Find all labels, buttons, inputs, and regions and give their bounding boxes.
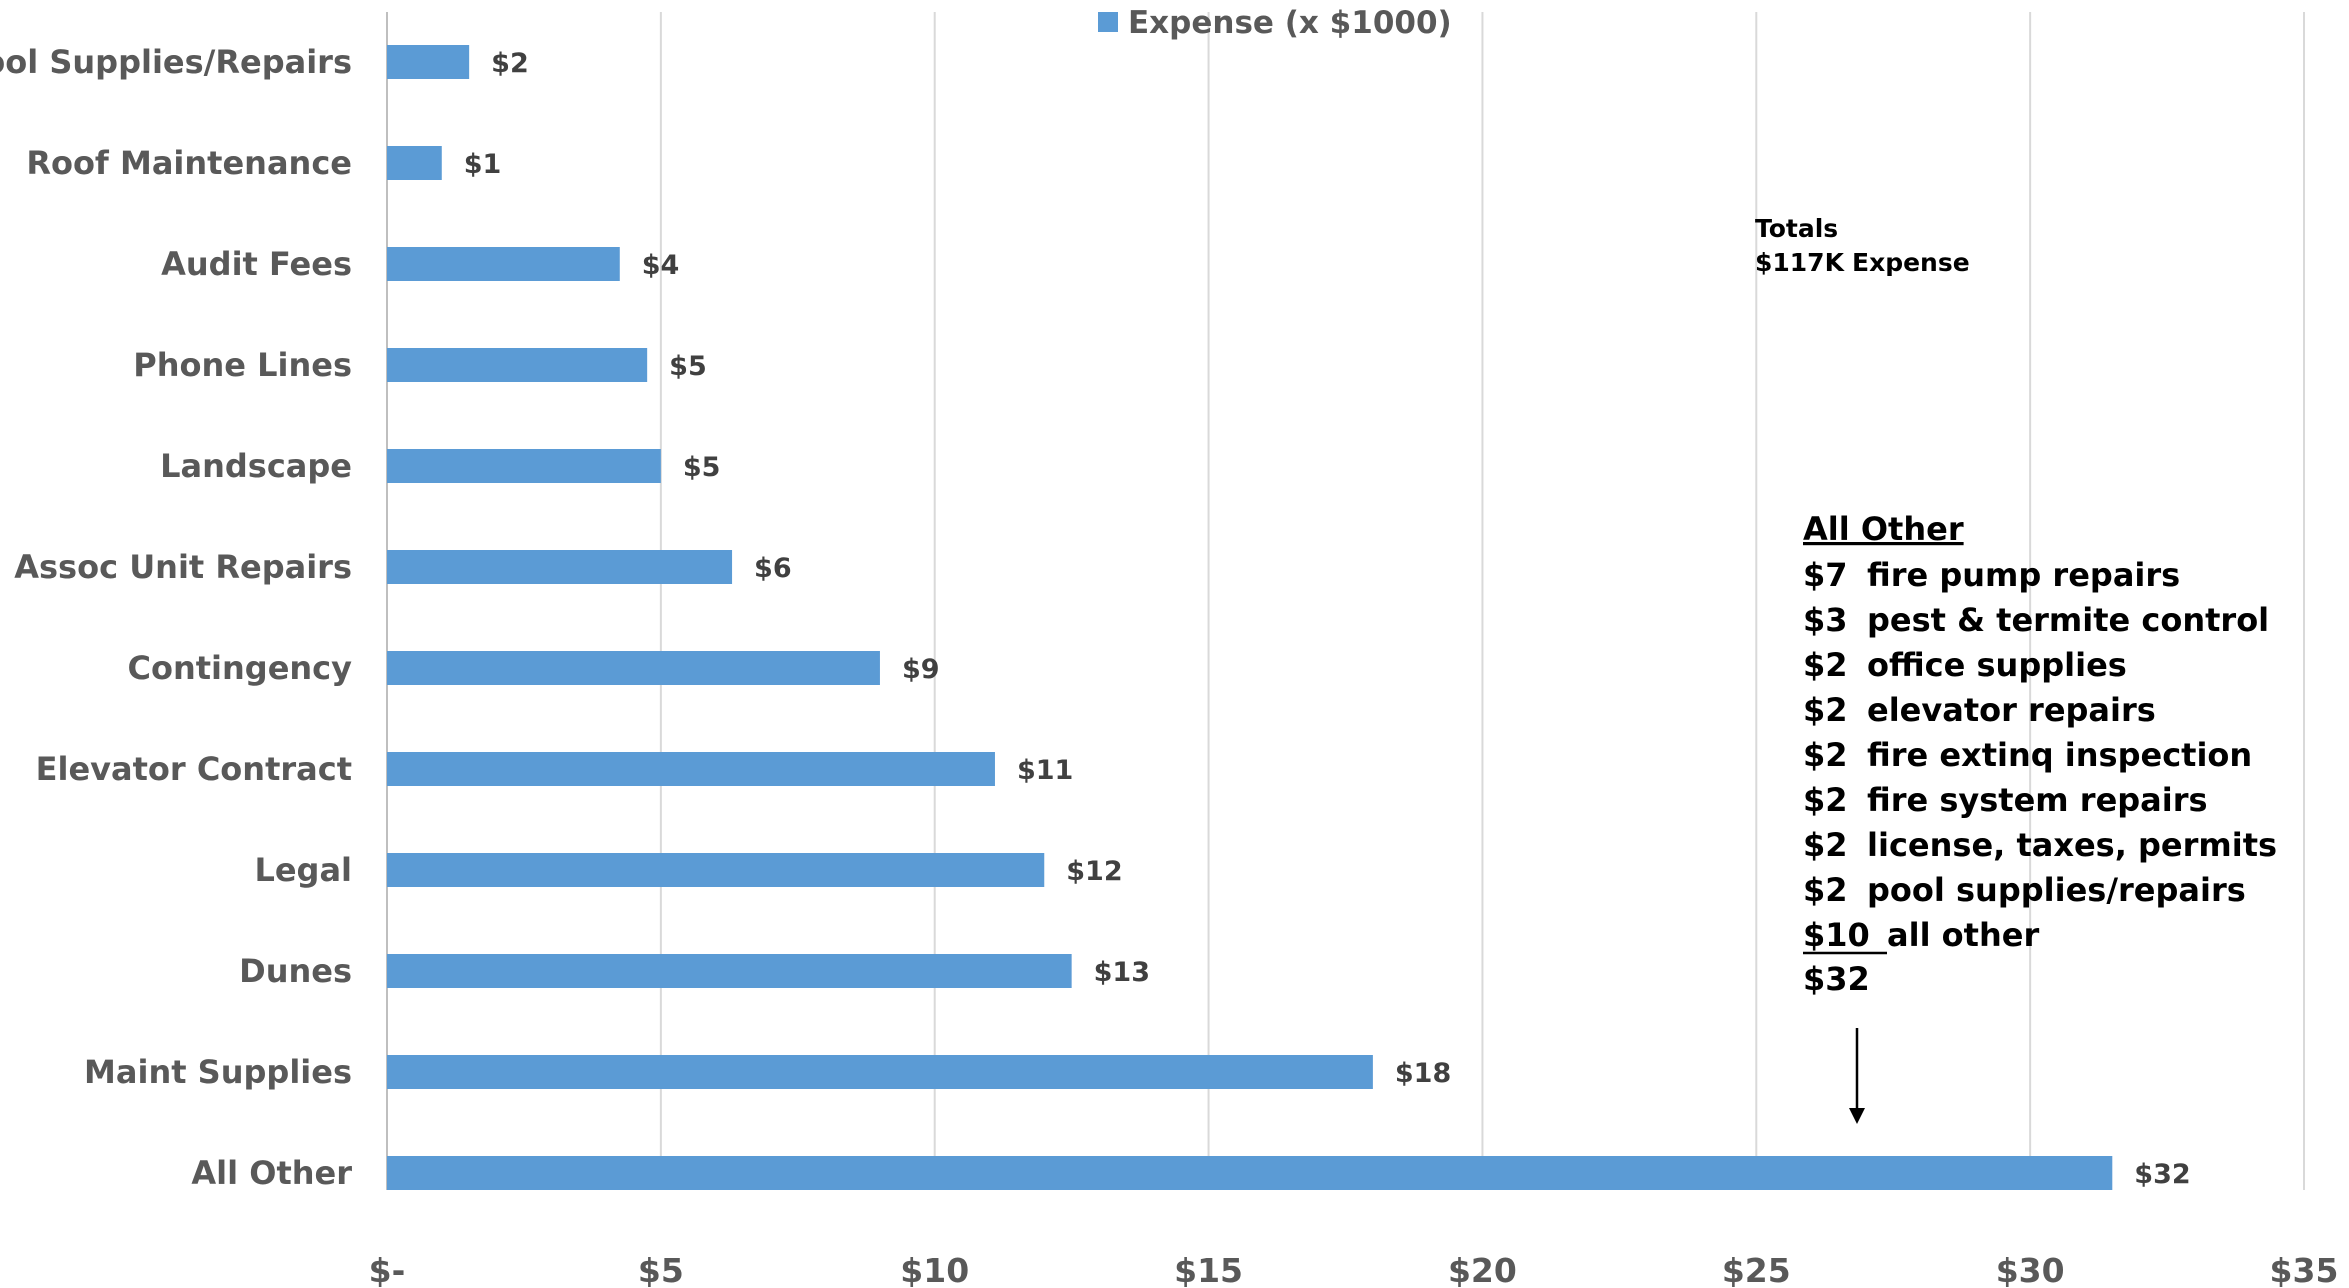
bars bbox=[387, 45, 2113, 1190]
breakdown-desc: office supplies bbox=[1867, 646, 2127, 684]
breakdown-amount: $2 bbox=[1803, 871, 1848, 909]
all-other-breakdown: All Other $7 fire pump repairs $3 pest & te… bbox=[1803, 510, 2277, 998]
category-label: Pool Supplies/Repairs bbox=[0, 43, 352, 81]
x-tick-label: $15 bbox=[1174, 1251, 1243, 1288]
data-label: $1 bbox=[464, 149, 502, 180]
data-labels: $2 $1 $4 $5 $5 $6 $9 $11 $12 $13 $18 $32 bbox=[464, 48, 2191, 1190]
category-label: Dunes bbox=[239, 952, 352, 990]
category-label: Elevator Contract bbox=[36, 750, 352, 788]
category-label: Landscape bbox=[160, 447, 352, 485]
breakdown-items: $7 fire pump repairs $3 pest & termite cont… bbox=[1803, 556, 2277, 955]
totals-label: Expense bbox=[1852, 248, 1970, 277]
breakdown-amount: $2 bbox=[1803, 646, 1848, 684]
bar bbox=[387, 449, 661, 483]
category-label: Phone Lines bbox=[133, 346, 352, 384]
bar bbox=[387, 348, 648, 382]
bar bbox=[387, 1055, 1373, 1089]
breakdown-amount: $7 bbox=[1803, 556, 1848, 594]
data-label: $11 bbox=[1017, 755, 1073, 786]
bar bbox=[387, 550, 733, 584]
x-axis-tick-labels: $- $5 $10 $15 $20 $25 $30 $35 bbox=[369, 1251, 2339, 1288]
data-label: $2 bbox=[491, 48, 529, 79]
breakdown-heading: All Other bbox=[1803, 510, 1964, 548]
category-label: Roof Maintenance bbox=[26, 144, 352, 182]
breakdown-amount: $2 bbox=[1803, 736, 1848, 774]
category-label: Maint Supplies bbox=[84, 1053, 352, 1091]
x-tick-label: $20 bbox=[1448, 1251, 1517, 1288]
x-tick-label: $- bbox=[369, 1251, 406, 1288]
totals-value: $117K bbox=[1755, 248, 1846, 277]
bar bbox=[387, 45, 470, 79]
data-label: $18 bbox=[1395, 1058, 1451, 1089]
breakdown-desc: all other bbox=[1887, 916, 2039, 954]
breakdown-desc: fire pump repairs bbox=[1867, 556, 2180, 594]
bar bbox=[387, 1156, 2113, 1190]
breakdown-amount: $2 bbox=[1803, 691, 1848, 729]
breakdown-desc: license, taxes, permits bbox=[1867, 826, 2277, 864]
data-label: $4 bbox=[642, 250, 680, 281]
data-label: $6 bbox=[754, 553, 792, 584]
x-tick-label: $5 bbox=[638, 1251, 684, 1288]
breakdown-desc: fire extinq inspection bbox=[1867, 736, 2252, 774]
bar bbox=[387, 954, 1072, 988]
category-label: Audit Fees bbox=[161, 245, 352, 283]
bar bbox=[387, 651, 880, 685]
pointer-arrow bbox=[1849, 1028, 1865, 1124]
data-label: $9 bbox=[902, 654, 940, 685]
category-label: Legal bbox=[254, 851, 352, 889]
breakdown-amount: $3 bbox=[1803, 601, 1848, 639]
x-tick-label: $25 bbox=[1722, 1251, 1791, 1288]
category-label: All Other bbox=[191, 1154, 352, 1192]
breakdown-amount: $2 bbox=[1803, 781, 1848, 819]
data-label: $13 bbox=[1094, 957, 1150, 988]
totals-note: Totals $117K Expense bbox=[1755, 214, 1970, 277]
bar bbox=[387, 247, 620, 281]
bar bbox=[387, 146, 442, 180]
category-labels: Pool Supplies/Repairs Roof Maintenance Aud… bbox=[0, 43, 352, 1192]
breakdown-amount: $10 bbox=[1803, 916, 1870, 954]
totals-heading: Totals bbox=[1755, 214, 1838, 243]
data-label: $5 bbox=[683, 452, 721, 483]
breakdown-amount: $2 bbox=[1803, 826, 1848, 864]
breakdown-desc: fire system repairs bbox=[1867, 781, 2208, 819]
breakdown-total: $32 bbox=[1803, 960, 1870, 998]
breakdown-desc: pest & termite control bbox=[1867, 601, 2269, 639]
x-tick-label: $30 bbox=[1996, 1251, 2065, 1288]
legend: Expense (x $1000) bbox=[1098, 5, 1452, 41]
x-tick-label: $10 bbox=[900, 1251, 969, 1288]
data-label: $32 bbox=[2134, 1159, 2190, 1190]
data-label: $5 bbox=[669, 351, 707, 382]
gridlines bbox=[386, 12, 2305, 1190]
bar bbox=[387, 853, 1045, 887]
x-tick-label: $35 bbox=[2270, 1251, 2339, 1288]
category-label: Assoc Unit Repairs bbox=[14, 548, 352, 586]
breakdown-desc: elevator repairs bbox=[1867, 691, 2156, 729]
breakdown-desc: pool supplies/repairs bbox=[1867, 871, 2246, 909]
bar bbox=[387, 752, 995, 786]
data-label: $12 bbox=[1066, 856, 1122, 887]
category-label: Contingency bbox=[127, 649, 352, 687]
legend-label: Expense (x $1000) bbox=[1128, 5, 1452, 41]
legend-swatch bbox=[1098, 12, 1118, 32]
